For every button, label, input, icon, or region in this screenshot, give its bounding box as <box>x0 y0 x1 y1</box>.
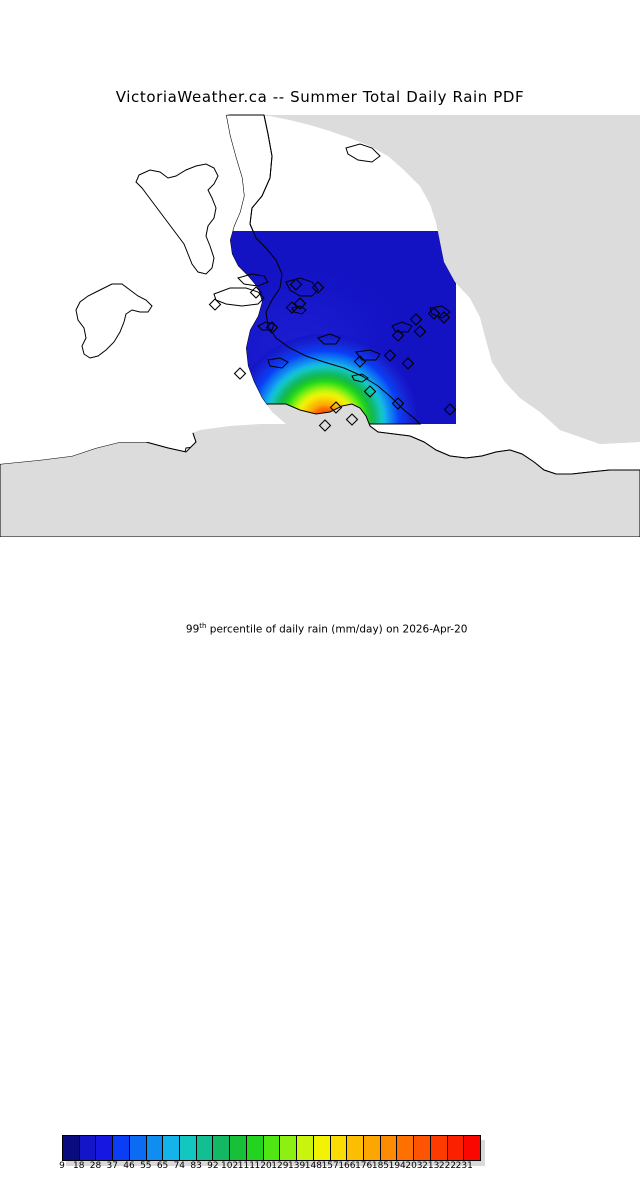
colorbar-tick-203: 203 <box>405 1161 423 1171</box>
colorbar-tick-labels: 9 18 28 37 46 55 65 74 83 92 102 111 120 129 139 148 157… <box>0 1161 640 1177</box>
colorbar-tick-166: 166 <box>338 1161 356 1171</box>
colorbar-tick-139: 139 <box>288 1161 306 1171</box>
colorbar-segment-16 <box>330 1136 348 1160</box>
colorbar-segment-23 <box>447 1136 465 1160</box>
map-canvas[interactable] <box>0 112 640 537</box>
colorbar-segment-14 <box>297 1136 314 1160</box>
colorbar-segment-7 <box>180 1136 197 1160</box>
colorbar-segment-0 <box>63 1136 80 1160</box>
colorbar-segment-8 <box>196 1136 214 1160</box>
colorbar-segment-1 <box>79 1136 97 1160</box>
colorbar-segment-12 <box>263 1136 281 1160</box>
colorbar-segment-24 <box>464 1136 480 1160</box>
colorbar-tick-74: 74 <box>173 1161 186 1171</box>
colorbar-segment-6 <box>163 1136 181 1160</box>
colorbar-tick-157: 157 <box>321 1161 339 1171</box>
colorbar-tick-111: 111 <box>237 1161 255 1171</box>
colorbar-segment-18 <box>363 1136 381 1160</box>
colorbar-tick-129: 129 <box>271 1161 289 1171</box>
colorbar-segment-11 <box>246 1136 264 1160</box>
colorbar-segment-5 <box>146 1136 164 1160</box>
colorbar-tick-9: 9 <box>59 1161 65 1171</box>
colorbar-tick-176: 176 <box>355 1161 373 1171</box>
colorbar-tick-18: 18 <box>73 1161 85 1171</box>
colorbar-segment-9 <box>213 1136 231 1160</box>
map-svg[interactable] <box>0 112 640 537</box>
colorbar-segment-13 <box>280 1136 298 1160</box>
colorbar-tick-194: 194 <box>388 1161 406 1171</box>
colorbar-segment-20 <box>397 1136 415 1160</box>
colorbar-segment-17 <box>347 1136 364 1160</box>
colorbar-tick-102: 102 <box>221 1161 239 1171</box>
colorbar[interactable] <box>62 1135 481 1161</box>
station-markers[interactable] <box>208 278 457 432</box>
colorbar-tick-222: 222 <box>438 1161 457 1171</box>
colorbar-segment-10 <box>230 1136 247 1160</box>
caption-ordinal: th <box>199 622 207 630</box>
colorbar-segment-3 <box>113 1136 130 1160</box>
colorbar-tick-65: 65 <box>156 1161 169 1171</box>
colorbar-tick-46: 46 <box>123 1161 135 1171</box>
colorbar-segment-15 <box>313 1136 331 1160</box>
inner-coastlines <box>213 273 451 383</box>
colorbar-segment-2 <box>96 1136 114 1160</box>
colorbar-segment-19 <box>380 1136 398 1160</box>
colorbar-tick-148: 148 <box>304 1161 322 1171</box>
colorbar-tick-185: 185 <box>371 1161 390 1171</box>
colorbar-tick-37: 37 <box>106 1161 118 1171</box>
colorbar-tick-231: 231 <box>455 1161 473 1171</box>
colorbar-tick-28: 28 <box>89 1161 102 1171</box>
colorbar-tick-213: 213 <box>422 1161 440 1171</box>
colorbar-tick-120: 120 <box>254 1161 272 1171</box>
colorbar-segment-21 <box>414 1136 431 1160</box>
colorbar-tick-55: 55 <box>140 1161 152 1171</box>
figure-caption: 99th percentile of daily rain (mm/day) o… <box>0 610 640 648</box>
caption-prefix: 99 <box>185 623 200 636</box>
caption-suffix: percentile of daily rain (mm/day) on 202… <box>206 623 468 636</box>
colorbar-segment-4 <box>129 1136 147 1160</box>
land-overlay-mask <box>0 112 640 537</box>
colorbar-group: 9 18 28 37 46 55 65 74 83 92 102 111 120 129 139 148 157… <box>0 565 640 1171</box>
colorbar-segment-22 <box>430 1136 448 1160</box>
page-title: VictoriaWeather.ca -- Summer Total Daily… <box>115 88 525 106</box>
weather-map-figure: VictoriaWeather.ca -- Summer Total Daily… <box>0 88 640 1171</box>
colorbar-tick-83: 83 <box>190 1161 202 1171</box>
colorbar-tick-92: 92 <box>207 1161 219 1171</box>
